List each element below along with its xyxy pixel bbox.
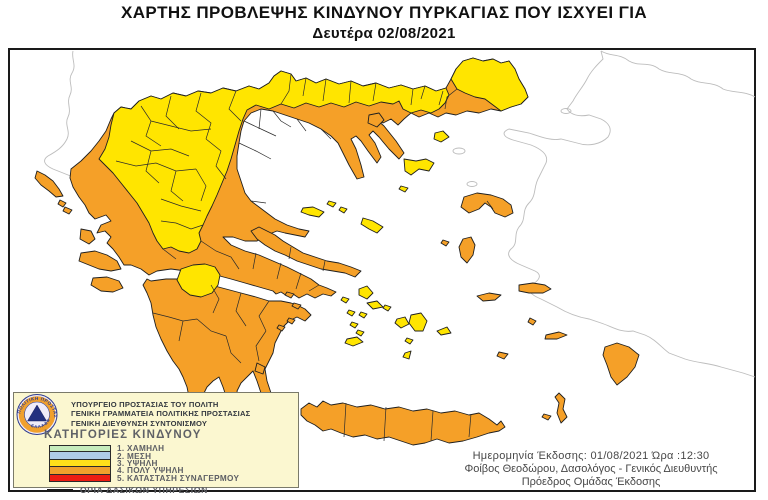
samos-island xyxy=(518,282,552,294)
swatch-alert xyxy=(49,474,111,482)
samothrace-island xyxy=(433,130,450,143)
lesbos-island xyxy=(460,192,514,218)
peloponnese xyxy=(142,278,312,408)
rhodes-island xyxy=(602,342,640,386)
kos-island xyxy=(544,331,568,340)
legend-items: 1. ΧΑΜΗΛΗ 2. ΜΕΣΗ 3. ΥΨΗΛΗ 4. ΠΟΛΥ ΥΨΗΛΗ… xyxy=(49,444,239,483)
author-line: Φοίβος Θεοδώρου, Δασολόγος - Γενικός Διε… xyxy=(464,463,718,475)
euboea-island xyxy=(250,226,362,278)
cyclades-islands xyxy=(340,285,452,360)
ikaria-island xyxy=(476,292,502,302)
neighbor-coastlines xyxy=(44,50,756,378)
achaia-yellow-zone xyxy=(176,263,221,298)
dodecanese-islands xyxy=(496,317,640,424)
legend-item-medium: 2. ΜΕΣΗ xyxy=(49,452,239,461)
thasos-island xyxy=(367,112,385,128)
andros-island xyxy=(358,285,374,300)
map-title: ΧΑΡΤΗΣ ΠΡΟΒΛΕΨΗΣ ΚΙΝΔΥΝΟΥ ΠΥΡΚΑΓΙΑΣ ΠΟΥ … xyxy=(120,3,647,22)
legend-item-very-high: 4. ΠΟΛΥ ΥΨΗΛΗ xyxy=(49,466,239,475)
agency-line-3: ΓΕΝΙΚΗ ΔΙΕΥΘΥΝΣΗ ΣΥΝΤΟΝΙΣΜΟΥ xyxy=(71,418,208,428)
map-canvas: ΠΟΛΙΤΙΚΗ ΠΡΟΣΤΑΣΙΑ ΕΛΛΑΔΑ ΥΠΟΥΡΓΕΙΟ ΠΡΟΣ… xyxy=(8,48,756,495)
saronic-islands xyxy=(276,291,302,332)
issue-date-line: Ημερομηνία Έκδοσης: 01/08/2021 Ώρα :12:3… xyxy=(472,450,710,462)
boundary-line-icon xyxy=(47,489,73,491)
legend-item-low: 1. ΧΑΜΗΛΗ xyxy=(49,444,239,453)
agency-lines: ΥΠΟΥΡΓΕΙΟ ΠΡΟΣΤΑΣΙΑΣ ΤΟΥ ΠΟΛΙΤΗ ΓΕΝΙΚΗ Γ… xyxy=(71,400,250,428)
limnos-island xyxy=(403,158,435,176)
agency-line-2: ΓΕΝΙΚΗ ΓΡΑΜΜΑΤΕΙΑ ΠΟΛΙΤΙΚΗΣ ΠΡΟΣΤΑΣΙΑΣ xyxy=(71,409,251,419)
prefecture-borders xyxy=(115,73,494,442)
civil-protection-logo-icon: ΠΟΛΙΤΙΚΗ ΠΡΟΣΤΑΣΙΑ ΕΛΛΑΔΑ xyxy=(14,393,58,435)
amorgos-island xyxy=(436,326,452,336)
swatch-very-high xyxy=(49,467,111,475)
naxos-island xyxy=(408,312,428,332)
map-date: Δευτέρα 02/08/2021 xyxy=(312,25,456,42)
issue-info: Ημερομηνία Έκδοσης: 01/08/2021 Ώρα :12:3… xyxy=(430,450,752,489)
paros-island xyxy=(394,316,410,329)
ionian-islands xyxy=(34,170,266,375)
role-line: Πρόεδρος Ομάδας Έκδοσης xyxy=(521,476,661,488)
legend-title: ΚΑΤΗΓΟΡΙΕΣ ΚΙΝΔΥΝΟΥ xyxy=(44,429,202,441)
evros-yellow-zone xyxy=(450,57,529,112)
tinos-island xyxy=(366,300,384,310)
legend-item-alert: 5. ΚΑΤΑΣΤΑΣΗ ΣΥΝΑΓΕΡΜΟΥ xyxy=(49,474,239,483)
greece-fire-risk-map xyxy=(34,50,756,446)
swatch-low xyxy=(49,445,111,453)
legend-item-high: 3. ΥΨΗΛΗ xyxy=(49,459,239,468)
skyros-island xyxy=(360,217,384,234)
crete-island xyxy=(300,400,506,446)
swatch-high xyxy=(49,459,111,468)
legend: ΠΟΛΙΤΙΚΗ ΠΡΟΣΤΑΣΙΑ ΕΛΛΑΔΑ ΥΠΟΥΡΓΕΙΟ ΠΡΟΣ… xyxy=(13,392,299,495)
north-aegean-islands xyxy=(367,112,552,302)
map-header: ΧΑΡΤΗΣ ΠΡΟΒΛΕΨΗΣ ΚΙΝΔΥΝΟΥ ΠΥΡΚΑΓΙΑΣ ΠΟΥ … xyxy=(0,3,768,42)
milos-island xyxy=(344,336,364,347)
karpathos-island xyxy=(554,392,568,424)
swatch-medium xyxy=(49,452,111,460)
forest-boundaries-legend: ΟΡΙΑ ΔΑΣΙΚΩΝ ΥΠΗΡΕΣΙΩΝ xyxy=(47,485,208,495)
chios-island xyxy=(458,236,476,264)
agency-line-1: ΥΠΟΥΡΓΕΙΟ ΠΡΟΣΤΑΣΙΑΣ ΤΟΥ ΠΟΛΙΤΗ xyxy=(71,400,219,409)
sporades-islands xyxy=(300,200,384,234)
